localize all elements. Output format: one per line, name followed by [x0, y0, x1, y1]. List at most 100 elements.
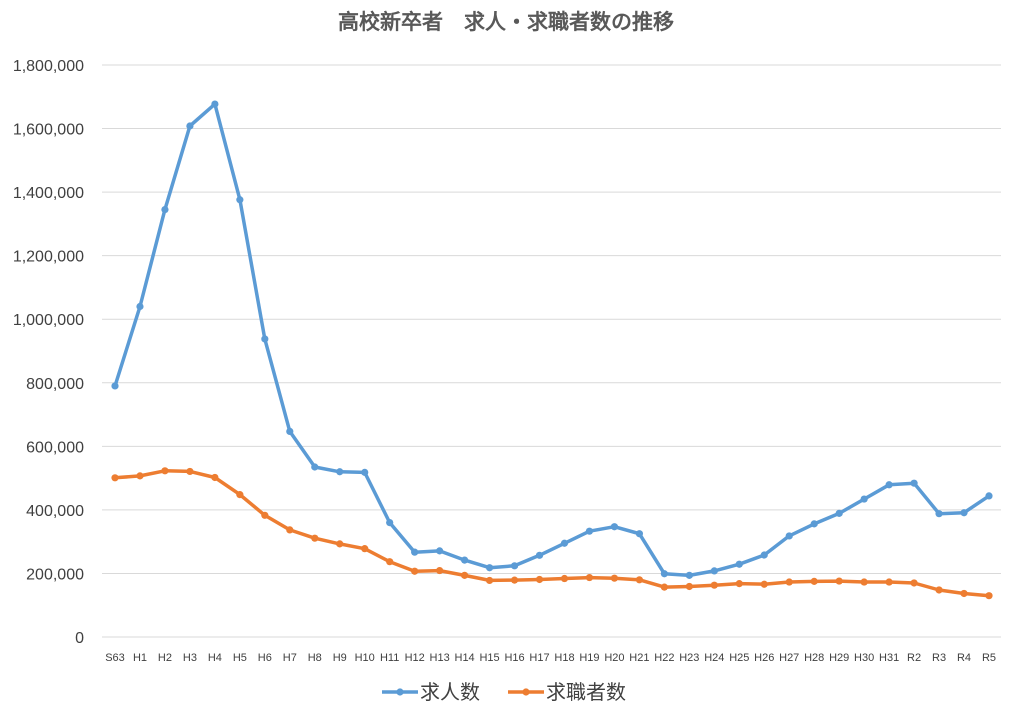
x-tick-label: H19: [579, 652, 599, 664]
legend-label: 求人数: [420, 680, 480, 704]
data-point: [161, 467, 169, 475]
data-point: [935, 586, 943, 594]
data-point: [535, 575, 544, 584]
x-tick-label: H8: [308, 652, 322, 664]
x-tick-label: H23: [679, 652, 699, 664]
data-point: [261, 335, 269, 343]
x-tick-label: H11: [380, 652, 399, 664]
data-point: [111, 474, 119, 482]
data-point: [860, 495, 868, 503]
legend-item[interactable]: 求人数: [382, 680, 480, 704]
data-point: [311, 534, 319, 542]
data-point: [710, 581, 718, 589]
data-point: [336, 540, 344, 548]
x-tick-label: H31: [879, 652, 899, 664]
data-point: [635, 576, 644, 584]
data-point: [685, 571, 693, 579]
data-point: [910, 479, 918, 487]
legend-point-marker: [522, 688, 530, 696]
x-tick-label: H15: [479, 652, 499, 664]
data-point: [560, 539, 569, 547]
y-tick-label: 400,000: [26, 503, 84, 520]
x-tick-label: H13: [430, 652, 450, 664]
data-point: [510, 576, 519, 584]
series-line: [113, 469, 991, 598]
y-axis-tick-labels: 0 200,000 400,000 600,000 800,000 1,000,000 1,…: [13, 58, 84, 647]
y-tick-label: 1,600,000: [13, 122, 84, 139]
data-point: [785, 578, 793, 586]
x-tick-label: H1: [133, 652, 147, 664]
data-point: [635, 530, 644, 538]
y-tick-label: 800,000: [26, 376, 84, 393]
x-tick-label: H25: [729, 652, 749, 664]
data-point: [485, 576, 494, 585]
data-point: [436, 547, 444, 555]
data-point: [985, 592, 993, 600]
x-tick-label: H30: [854, 652, 874, 664]
x-tick-label: H14: [455, 652, 475, 664]
x-tick-label: H9: [333, 652, 347, 664]
data-point: [386, 558, 394, 566]
data-point: [835, 509, 843, 517]
x-tick-label: H6: [258, 652, 272, 664]
x-tick-label: H10: [355, 652, 375, 664]
x-tick-label: H4: [208, 652, 222, 664]
data-point: [136, 472, 144, 480]
data-point: [735, 580, 743, 588]
x-tick-label: H2: [158, 652, 172, 664]
data-point: [211, 473, 219, 482]
y-tick-label: 200,000: [26, 566, 84, 583]
data-point: [960, 589, 968, 598]
data-point: [111, 382, 119, 390]
y-tick-label: 1,400,000: [13, 185, 84, 202]
data-point: [311, 463, 319, 471]
series-line: [113, 102, 991, 578]
data-point: [610, 523, 619, 531]
legend[interactable]: 求人数 求職者数: [382, 680, 626, 704]
x-tick-label: H3: [183, 652, 197, 664]
data-point: [985, 492, 993, 500]
x-tick-label: H16: [504, 652, 524, 664]
data-point: [286, 427, 294, 435]
data-point: [535, 551, 544, 559]
data-point: [411, 567, 419, 575]
x-tick-label: H24: [704, 652, 724, 664]
y-tick-label: 1,200,000: [13, 249, 84, 266]
data-point: [760, 551, 768, 559]
data-point: [685, 582, 693, 591]
x-tick-label: H20: [604, 652, 624, 664]
y-tick-label: 1,000,000: [13, 312, 84, 329]
data-point: [161, 205, 169, 214]
y-tick-label: 0: [75, 630, 84, 647]
x-tick-label: H29: [829, 652, 849, 664]
x-tick-label: H5: [233, 652, 247, 664]
data-point: [710, 567, 718, 575]
data-point: [585, 527, 594, 535]
data-point: [960, 509, 968, 517]
x-tick-label: H22: [654, 652, 674, 664]
data-point: [810, 577, 818, 585]
data-point: [286, 526, 294, 534]
chart-title: 高校新卒者 求人・求職者数の推移: [338, 10, 674, 34]
data-point: [885, 578, 893, 586]
series-layer: [111, 100, 993, 600]
data-point: [211, 100, 219, 108]
x-tick-label: S63: [105, 652, 125, 664]
data-point: [236, 196, 244, 204]
series-1: [111, 100, 993, 579]
data-point: [885, 481, 893, 489]
x-tick-label: H12: [405, 652, 425, 664]
y-tick-label: 600,000: [26, 439, 84, 456]
data-point: [261, 511, 269, 519]
data-point: [361, 545, 369, 553]
x-tick-label: R3: [932, 652, 946, 664]
legend-item[interactable]: 求職者数: [508, 680, 626, 704]
data-point: [186, 467, 194, 476]
legend-point-marker: [396, 688, 404, 696]
data-point: [835, 577, 843, 585]
data-point: [485, 564, 494, 572]
data-point: [510, 562, 519, 570]
data-point: [461, 571, 469, 579]
x-tick-label: H28: [804, 652, 824, 664]
